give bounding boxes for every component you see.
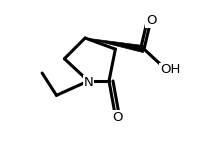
Text: O: O	[146, 14, 157, 27]
Text: N: N	[83, 76, 93, 89]
Polygon shape	[85, 38, 145, 53]
Text: OH: OH	[160, 63, 181, 76]
Text: O: O	[112, 111, 123, 124]
